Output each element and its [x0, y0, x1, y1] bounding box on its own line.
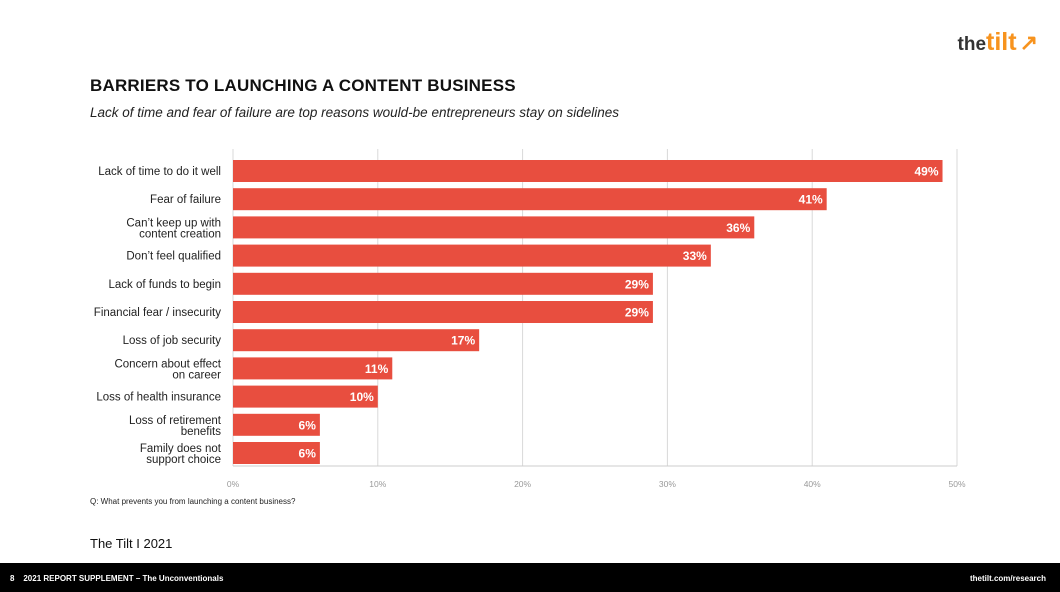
bar — [233, 301, 653, 323]
category-label: Lack of time to do it well — [98, 166, 221, 178]
x-tick-label: 0% — [227, 479, 240, 489]
category-label: Can’t keep up with content creation — [126, 217, 221, 240]
bar — [233, 188, 827, 211]
value-label: 17% — [451, 334, 475, 348]
bar — [233, 385, 378, 408]
category-label: Concern about effect on career — [114, 358, 221, 381]
value-label: 29% — [625, 306, 649, 320]
bar — [233, 160, 943, 182]
page-number: 8 — [10, 574, 15, 583]
chart-title: BARRIERS TO LAUNCHING A CONTENT BUSINESS — [90, 76, 516, 95]
brand-line: The Tilt I 2021 — [90, 536, 173, 551]
value-label: 33% — [683, 249, 707, 263]
category-label: Family does not support choice — [140, 443, 222, 466]
category-label: Loss of job security — [123, 335, 222, 347]
bar-chart: 0% 10% 20% 30% 40% 50% 49% Lack of time to do i… — [94, 149, 966, 489]
x-tick-label: 50% — [948, 479, 965, 489]
logo-tilt: tilt — [986, 28, 1017, 56]
category-label: Fear of failure — [150, 194, 221, 206]
bar — [233, 413, 320, 436]
bar — [233, 244, 711, 267]
value-label: 11% — [365, 362, 389, 376]
x-tick-label: 10% — [369, 479, 386, 489]
bar — [233, 272, 653, 295]
category-label: Financial fear / insecurity — [94, 307, 221, 319]
logo-the: the — [957, 34, 987, 55]
footer-url[interactable]: thetilt.com/research — [969, 574, 1046, 583]
x-tick-label: 40% — [804, 479, 821, 489]
footer-label: 2021 REPORT SUPPLEMENT – The Unconventio… — [23, 574, 224, 583]
value-label: 10% — [350, 390, 374, 404]
footer-bar: 8 2021 REPORT SUPPLEMENT – The Unconvent… — [0, 563, 1060, 592]
value-label: 6% — [299, 447, 317, 461]
value-label: 6% — [299, 418, 317, 432]
category-label: Loss of retirement benefits — [129, 415, 222, 438]
value-label: 49% — [914, 165, 938, 179]
arrow-up-right-icon: ↗ — [1019, 30, 1038, 55]
category-label: Loss of health insurance — [96, 392, 221, 404]
bar — [233, 329, 480, 352]
x-tick-label: 30% — [659, 479, 676, 489]
value-label: 36% — [726, 221, 750, 235]
value-label: 41% — [799, 193, 823, 207]
value-label: 29% — [625, 277, 649, 291]
survey-question: Q: What prevents you from launching a co… — [90, 497, 296, 506]
bar — [233, 216, 755, 239]
footer-left: 8 2021 REPORT SUPPLEMENT – The Unconvent… — [10, 574, 223, 583]
category-label: Lack of funds to begin — [108, 279, 221, 291]
x-tick-label: 20% — [514, 479, 531, 489]
bar — [233, 357, 393, 380]
chart-subtitle: Lack of time and fear of failure are top… — [90, 105, 620, 120]
thetilt-logo: the tilt ↗ — [958, 28, 1038, 57]
category-label: Don’t feel qualified — [126, 251, 221, 263]
bar — [233, 442, 320, 464]
